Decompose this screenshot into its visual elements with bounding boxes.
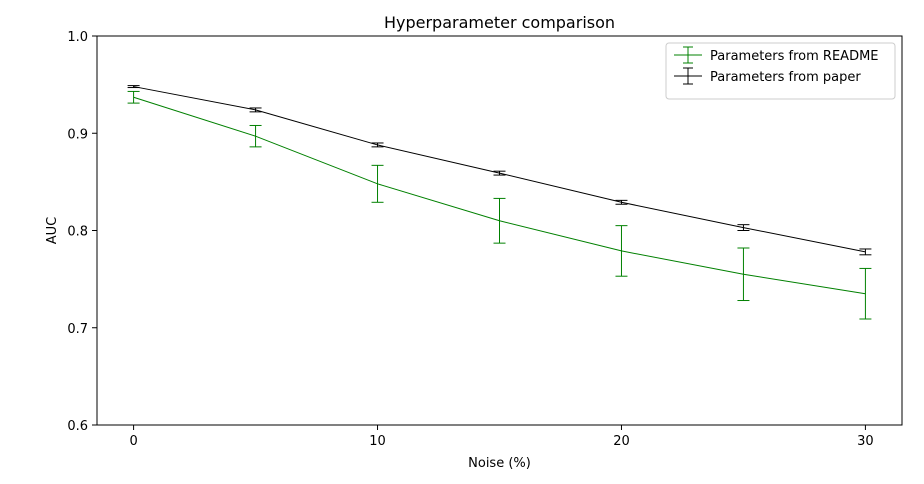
- error-bar: [493, 197, 506, 244]
- error-bar: [371, 164, 384, 203]
- series-1: [127, 90, 872, 320]
- legend: Parameters from README Parameters from pa…: [665, 42, 896, 100]
- y-axis: 0.6 0.7 0.8 0.9 1.0: [67, 30, 97, 434]
- x-tick-label: 20: [613, 434, 630, 449]
- y-tick-label: 1.0: [67, 30, 88, 45]
- error-bar: [249, 107, 262, 113]
- error-bar: [737, 224, 750, 231]
- x-tick-label: 10: [369, 434, 386, 449]
- x-tick-label: 0: [129, 434, 137, 449]
- error-bar: [615, 199, 628, 205]
- legend-box: [665, 42, 896, 100]
- error-bar: [493, 170, 506, 176]
- error-bar: [127, 85, 140, 89]
- y-tick-label: 0.6: [67, 419, 88, 434]
- plot-area: [127, 85, 872, 320]
- legend-item: Parameters from README: [674, 46, 879, 64]
- error-bar: [371, 142, 384, 148]
- y-axis-title: AUC: [45, 217, 60, 245]
- error-bar: [127, 90, 140, 104]
- x-axis: 0 10 20 30: [129, 425, 874, 449]
- series-2: [127, 85, 872, 256]
- error-bar: [859, 267, 872, 320]
- legend-label: Parameters from README: [710, 49, 879, 64]
- error-bar: [615, 225, 628, 277]
- y-tick-label: 0.9: [67, 127, 88, 142]
- x-tick-label: 30: [857, 434, 874, 449]
- error-bar: [249, 124, 262, 148]
- x-axis-title: Noise (%): [468, 456, 531, 471]
- y-tick-label: 0.8: [67, 225, 88, 240]
- chart-title: Hyperparameter comparison: [384, 13, 615, 32]
- legend-label: Parameters from paper: [710, 70, 861, 85]
- error-bar: [859, 248, 872, 256]
- y-tick-label: 0.7: [67, 322, 88, 337]
- error-bar: [737, 247, 750, 302]
- legend-item: Parameters from paper: [674, 67, 861, 85]
